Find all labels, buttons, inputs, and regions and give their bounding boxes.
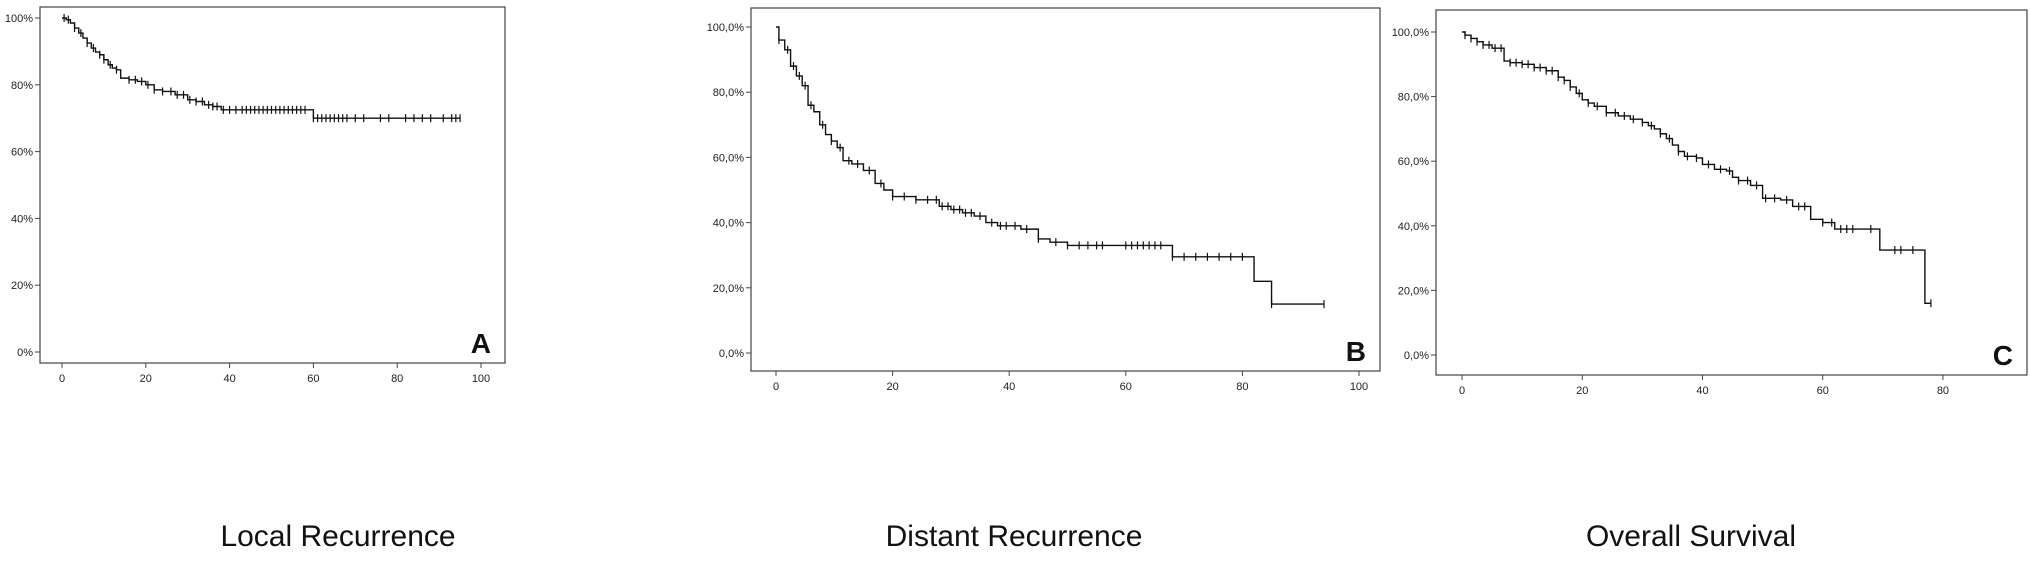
y-tick-label: 40% xyxy=(11,213,33,225)
chart-caption: Local Recurrence xyxy=(220,520,456,553)
y-tick-label: 100% xyxy=(5,13,33,25)
y-tick-label: 100,0% xyxy=(1392,27,1430,39)
y-tick-label: 40,0% xyxy=(1398,221,1429,233)
chart-panel-local-recurrence: 0% 20% 40% 60% 80% 100% 0 20 40 60 80 100 A Local Re… xyxy=(0,0,676,564)
x-tick-label: 100 xyxy=(1350,381,1368,393)
x-tick-label: 20 xyxy=(1576,385,1588,397)
x-tick-label: 40 xyxy=(223,373,235,385)
y-tick-label: 20,0% xyxy=(713,283,744,295)
km-chart-svg: 0,0% 20,0% 40,0% 60,0% 80,0% 100,0% 0 20 40 60 80 1… xyxy=(707,7,1381,393)
x-tick-label: 80 xyxy=(391,373,403,385)
x-tick-label: 60 xyxy=(1120,381,1132,393)
x-tick-label: 0 xyxy=(1459,385,1465,397)
survival-step-line xyxy=(62,17,461,119)
y-tick-label: 60,0% xyxy=(713,152,744,164)
panel-letter: B xyxy=(1346,336,1366,367)
x-tick-label: 20 xyxy=(886,381,898,393)
chart-panel-overall-survival: 0,0% 20,0% 40,0% 60,0% 80,0% 100,0% 0 20 40 60 80 C… xyxy=(1352,0,2030,564)
x-tick-label: 0 xyxy=(773,381,779,393)
y-tick-label: 100,0% xyxy=(707,22,745,34)
km-chart-svg: 0,0% 20,0% 40,0% 60,0% 80,0% 100,0% 0 20 40 60 80 C xyxy=(1392,9,2028,397)
x-tick-label: 40 xyxy=(1003,381,1015,393)
y-tick-label: 60,0% xyxy=(1398,156,1429,168)
y-tick-label: 20,0% xyxy=(1398,285,1429,297)
y-tick-label: 80,0% xyxy=(1398,92,1429,104)
km-chart-svg: 0% 20% 40% 60% 80% 100% 0 20 40 60 80 100 A xyxy=(5,6,506,385)
y-tick-label: 40,0% xyxy=(713,218,744,230)
chart-panel-distant-recurrence: 0,0% 20,0% 40,0% 60,0% 80,0% 100,0% 0 20 40 60 80 1… xyxy=(676,0,1381,564)
x-tick-label: 0 xyxy=(59,373,65,385)
y-tick-label: 0,0% xyxy=(1404,350,1429,362)
plot-frame xyxy=(750,7,1381,372)
x-tick-label: 60 xyxy=(307,373,319,385)
y-tick-label: 60% xyxy=(11,147,33,159)
x-tick-label: 40 xyxy=(1696,385,1708,397)
panel-letter: A xyxy=(471,328,491,359)
x-tick-label: 80 xyxy=(1236,381,1248,393)
x-tick-label: 20 xyxy=(140,373,152,385)
y-tick-label: 0,0% xyxy=(719,348,744,360)
y-tick-label: 20% xyxy=(11,280,33,292)
y-tick-label: 80% xyxy=(11,80,33,92)
survival-step-line xyxy=(1462,31,1931,305)
x-tick-label: 100 xyxy=(472,373,490,385)
plot-frame xyxy=(1435,9,2028,376)
chart-caption: Distant Recurrence xyxy=(885,520,1143,553)
chart-caption: Overall Survival xyxy=(1585,520,1797,553)
panel-letter: C xyxy=(1993,340,2013,371)
x-tick-label: 80 xyxy=(1937,385,1949,397)
y-tick-label: 80,0% xyxy=(713,87,744,99)
x-tick-label: 60 xyxy=(1817,385,1829,397)
y-tick-label: 0% xyxy=(17,347,33,359)
plot-frame xyxy=(39,6,506,364)
